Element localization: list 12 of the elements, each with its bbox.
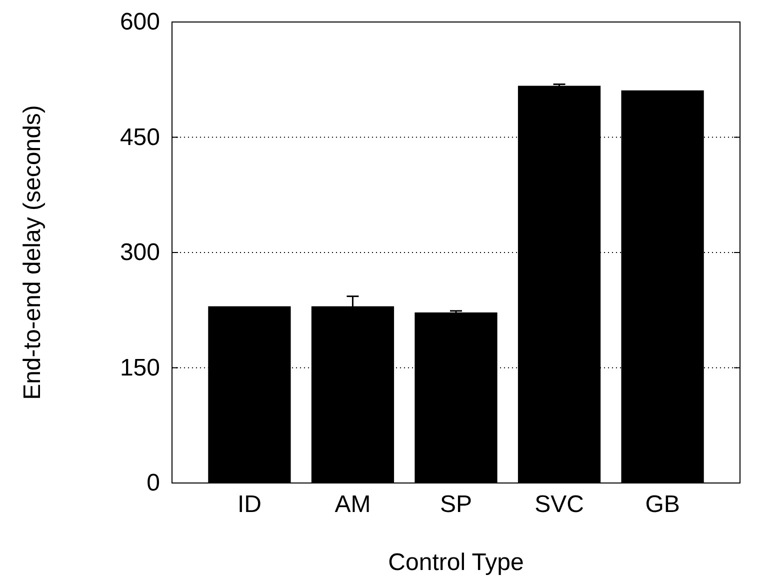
- x-tick-label: AM: [334, 491, 371, 518]
- y-tick-label: 0: [146, 470, 160, 497]
- x-tick-label: SP: [440, 491, 472, 518]
- x-tick-label: ID: [237, 491, 262, 518]
- y-tick-label: 450: [120, 124, 160, 151]
- y-tick-label: 150: [120, 354, 160, 382]
- y-tick-label: 600: [120, 8, 160, 36]
- x-tick-label: SVC: [534, 491, 584, 518]
- y-axis-title: End-to-end delay (seconds): [19, 105, 46, 400]
- x-tick-label: GB: [645, 491, 680, 518]
- x-axis-title: Control Type: [388, 549, 524, 576]
- y-tick-label: 300: [120, 239, 160, 266]
